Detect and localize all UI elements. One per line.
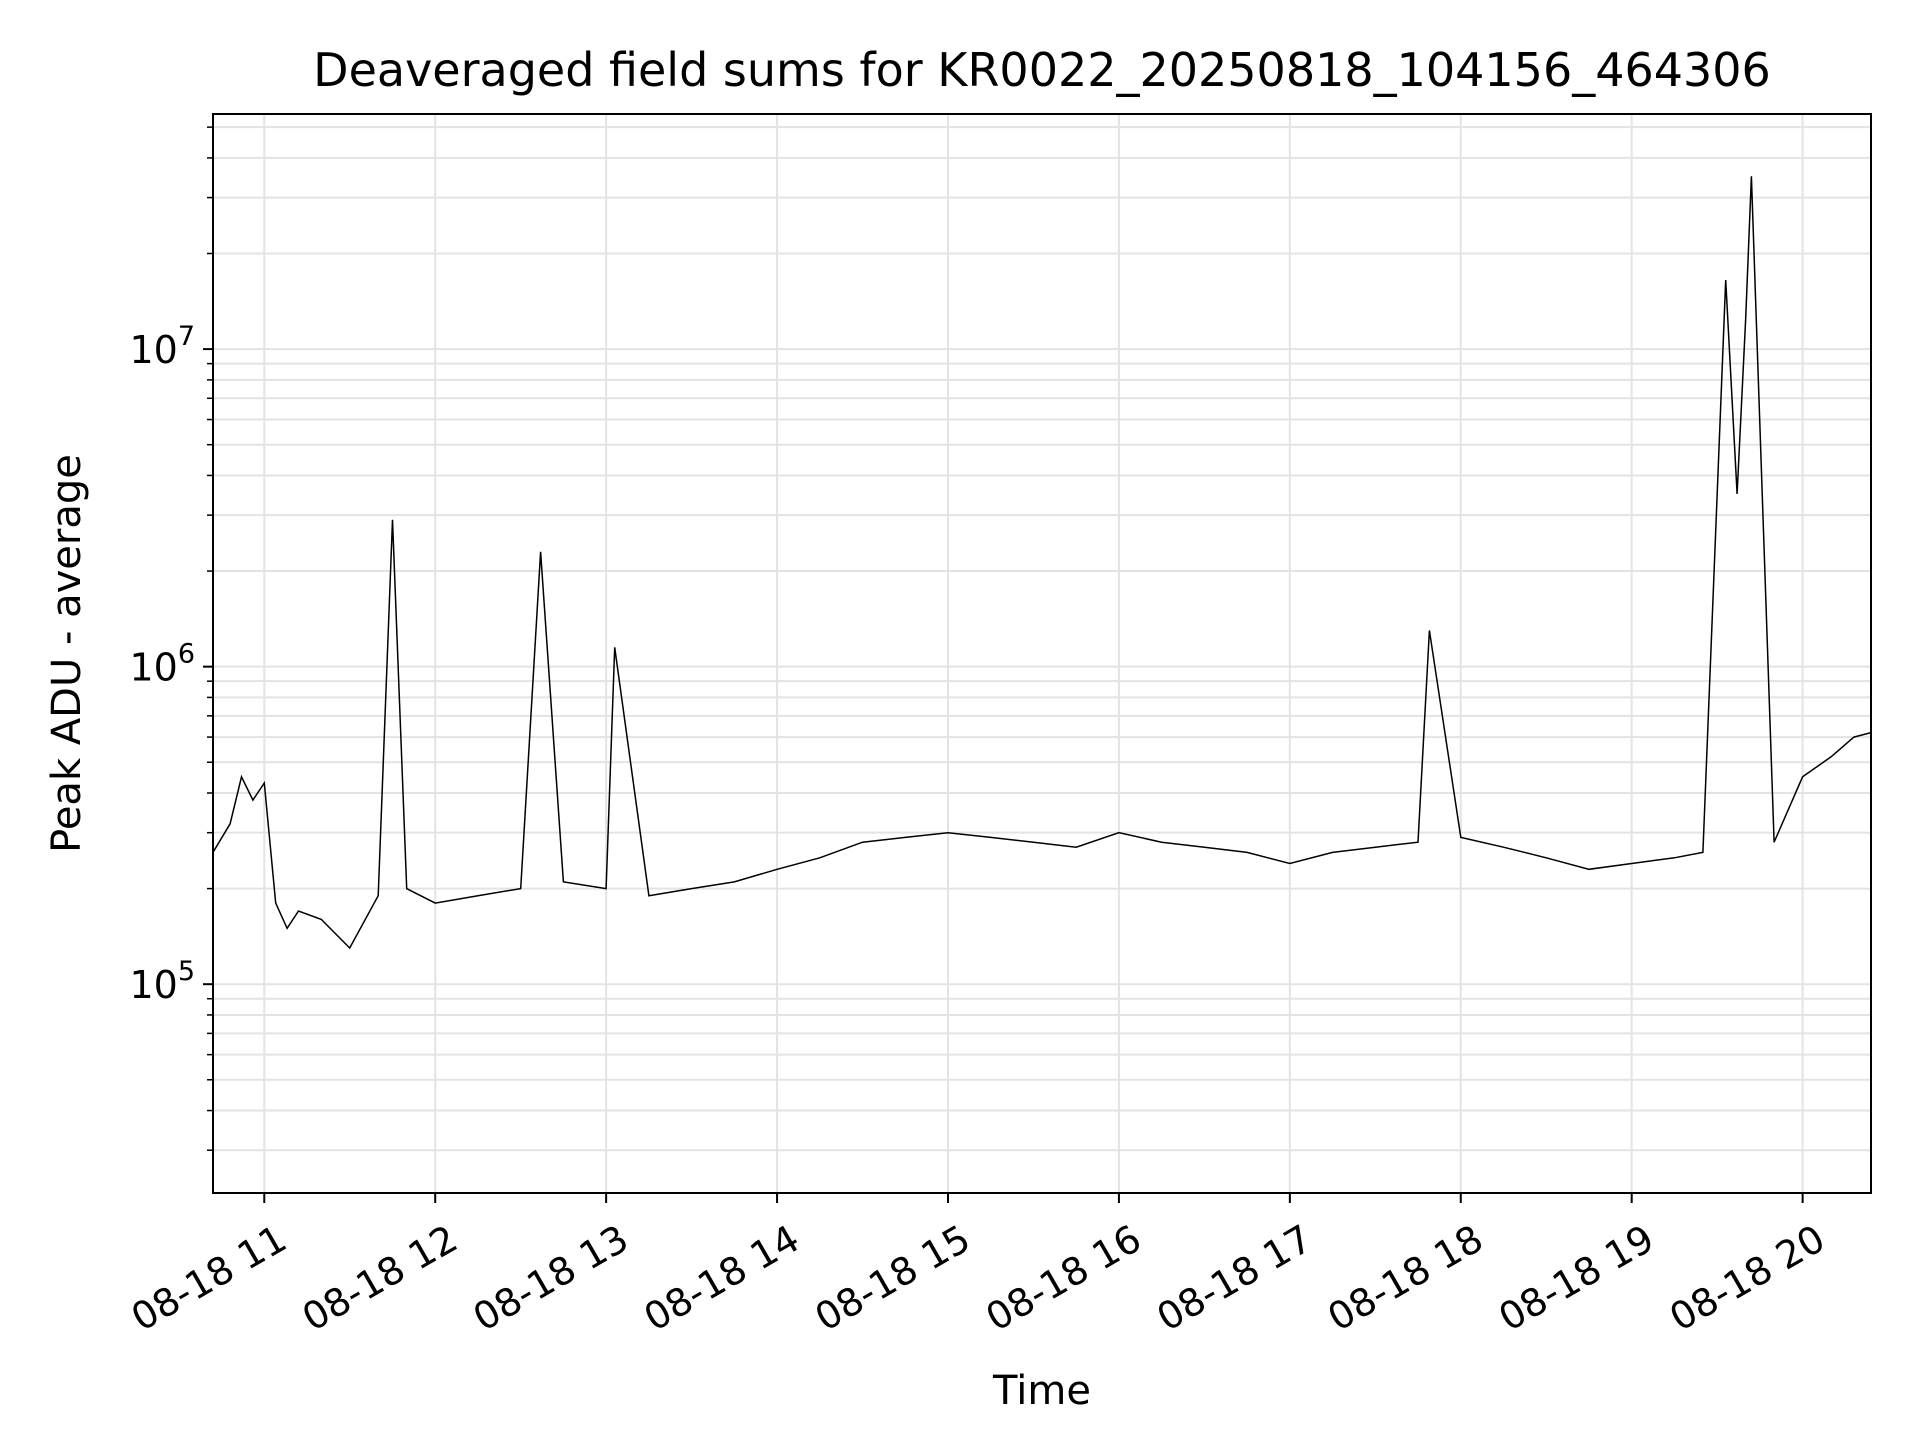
- y-tick-label: 106: [129, 639, 195, 690]
- x-tick-label: 08-18 20: [1662, 1216, 1832, 1340]
- y-tick-exponent: 7: [178, 321, 195, 352]
- x-tick-label: 08-18 14: [637, 1216, 807, 1340]
- y-axis-label: Peak ADU - average: [44, 454, 90, 853]
- y-tick-label: 107: [129, 321, 195, 372]
- y-tick-exponent: 5: [178, 956, 195, 987]
- x-tick-label: 08-18 13: [466, 1216, 636, 1340]
- x-tick-label: 08-18 12: [295, 1216, 465, 1340]
- x-tick-label: 08-18 17: [1149, 1216, 1319, 1340]
- y-tick-exponent: 6: [178, 639, 195, 670]
- y-tick-label: 105: [129, 956, 195, 1007]
- x-tick-label: 08-18 11: [124, 1216, 294, 1340]
- x-tick-label: 08-18 19: [1491, 1216, 1661, 1340]
- y-tick-base: 10: [129, 646, 177, 690]
- y-tick-base: 10: [129, 963, 177, 1007]
- x-axis-label: Time: [992, 1368, 1091, 1414]
- x-tick-label: 08-18 16: [979, 1216, 1149, 1340]
- x-tick-label: 08-18 15: [808, 1216, 978, 1340]
- y-tick-base: 10: [129, 328, 177, 372]
- plot-frame: [213, 114, 1871, 1193]
- grid-lines: [213, 114, 1871, 1193]
- chart-title: Deaveraged field sums for KR0022_2025081…: [313, 43, 1771, 97]
- x-tick-label: 08-18 18: [1320, 1216, 1490, 1340]
